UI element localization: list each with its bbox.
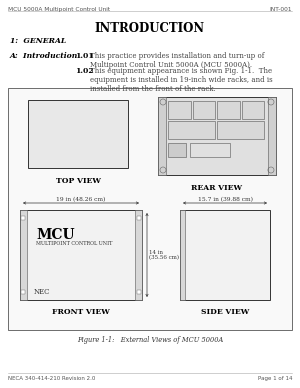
- Text: MCU: MCU: [36, 228, 75, 242]
- Text: NECA 340-414-210 Revision 2.0: NECA 340-414-210 Revision 2.0: [8, 376, 95, 381]
- Text: SIDE VIEW: SIDE VIEW: [201, 308, 249, 316]
- Bar: [217, 101, 239, 119]
- Bar: [168, 121, 215, 139]
- Bar: [168, 101, 190, 119]
- Text: 19 in (48.26 cm): 19 in (48.26 cm): [56, 197, 106, 202]
- Text: INTRODUCTION: INTRODUCTION: [95, 22, 205, 35]
- Text: 14 in
(35.56 cm): 14 in (35.56 cm): [149, 249, 179, 260]
- Bar: [180, 210, 270, 300]
- Bar: [158, 97, 276, 175]
- Circle shape: [160, 99, 166, 105]
- Bar: [137, 290, 141, 294]
- Bar: [20, 210, 142, 300]
- Bar: [21, 290, 25, 294]
- Circle shape: [268, 167, 274, 173]
- Text: MULTIPOINT CONTROL UNIT: MULTIPOINT CONTROL UNIT: [36, 241, 112, 246]
- Text: Page 1 of 14: Page 1 of 14: [257, 376, 292, 381]
- Circle shape: [160, 167, 166, 173]
- Bar: [137, 216, 141, 220]
- Text: TOP VIEW: TOP VIEW: [56, 177, 100, 185]
- Text: INT-001: INT-001: [269, 7, 292, 12]
- Bar: [193, 101, 215, 119]
- Text: This practice provides installation and turn-up of Multipoint Control Unit 5000A: This practice provides installation and …: [90, 52, 264, 69]
- Bar: [8, 88, 292, 330]
- Bar: [268, 97, 276, 175]
- Bar: [217, 121, 264, 139]
- Text: 1:  GENERAL: 1: GENERAL: [10, 37, 66, 45]
- Bar: [242, 101, 264, 119]
- Bar: [20, 210, 27, 300]
- Text: REAR VIEW: REAR VIEW: [191, 184, 243, 192]
- Bar: [21, 216, 25, 220]
- Bar: [180, 210, 185, 300]
- Text: A:  Introduction: A: Introduction: [10, 52, 78, 60]
- Bar: [28, 100, 128, 168]
- Text: MCU 5000A Multipoint Control Unit: MCU 5000A Multipoint Control Unit: [8, 7, 110, 12]
- Text: 1.01: 1.01: [75, 52, 94, 60]
- Text: Figure 1-1:   External Views of MCU 5000A: Figure 1-1: External Views of MCU 5000A: [77, 336, 223, 344]
- Bar: [158, 97, 166, 175]
- Text: 1.02: 1.02: [75, 67, 94, 75]
- Bar: [135, 210, 142, 300]
- Bar: [190, 143, 230, 157]
- Circle shape: [268, 99, 274, 105]
- Text: This equipment appearance is shown Fig. 1-1.  The equipment is installed in 19-i: This equipment appearance is shown Fig. …: [90, 67, 273, 94]
- Bar: [168, 143, 186, 157]
- Text: FRONT VIEW: FRONT VIEW: [52, 308, 110, 316]
- Text: NEC: NEC: [34, 288, 50, 296]
- Text: 15.7 in (39.88 cm): 15.7 in (39.88 cm): [197, 197, 253, 202]
